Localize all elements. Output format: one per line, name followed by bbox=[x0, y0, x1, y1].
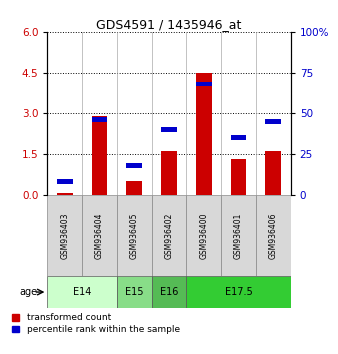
Legend: transformed count, percentile rank within the sample: transformed count, percentile rank withi… bbox=[11, 313, 180, 335]
Text: GSM936405: GSM936405 bbox=[130, 212, 139, 259]
FancyBboxPatch shape bbox=[186, 195, 221, 276]
Text: GSM936404: GSM936404 bbox=[95, 212, 104, 259]
Bar bbox=[231, 159, 246, 195]
Text: age: age bbox=[19, 287, 37, 297]
Bar bbox=[92, 116, 107, 195]
Bar bbox=[126, 163, 142, 168]
Title: GDS4591 / 1435946_at: GDS4591 / 1435946_at bbox=[96, 18, 242, 31]
FancyBboxPatch shape bbox=[186, 276, 291, 308]
Bar bbox=[57, 179, 73, 184]
Text: E16: E16 bbox=[160, 287, 178, 297]
FancyBboxPatch shape bbox=[152, 195, 186, 276]
Text: GSM936402: GSM936402 bbox=[165, 212, 173, 259]
Bar bbox=[161, 151, 177, 195]
FancyBboxPatch shape bbox=[82, 195, 117, 276]
FancyBboxPatch shape bbox=[117, 276, 152, 308]
FancyBboxPatch shape bbox=[152, 276, 186, 308]
Text: GSM936400: GSM936400 bbox=[199, 212, 208, 259]
Bar bbox=[92, 118, 107, 122]
Text: GSM936406: GSM936406 bbox=[269, 212, 278, 259]
Bar bbox=[57, 193, 73, 195]
Bar bbox=[161, 127, 177, 132]
Text: E15: E15 bbox=[125, 287, 144, 297]
Bar bbox=[196, 81, 212, 86]
FancyBboxPatch shape bbox=[221, 195, 256, 276]
Text: E17.5: E17.5 bbox=[225, 287, 252, 297]
Text: GSM936401: GSM936401 bbox=[234, 212, 243, 259]
FancyBboxPatch shape bbox=[47, 195, 82, 276]
Bar bbox=[265, 151, 281, 195]
Text: E14: E14 bbox=[73, 287, 91, 297]
Bar bbox=[265, 119, 281, 124]
Bar bbox=[126, 181, 142, 195]
Bar bbox=[196, 73, 212, 195]
FancyBboxPatch shape bbox=[47, 276, 117, 308]
Text: GSM936403: GSM936403 bbox=[60, 212, 69, 259]
FancyBboxPatch shape bbox=[117, 195, 152, 276]
Bar bbox=[231, 135, 246, 140]
FancyBboxPatch shape bbox=[256, 195, 291, 276]
